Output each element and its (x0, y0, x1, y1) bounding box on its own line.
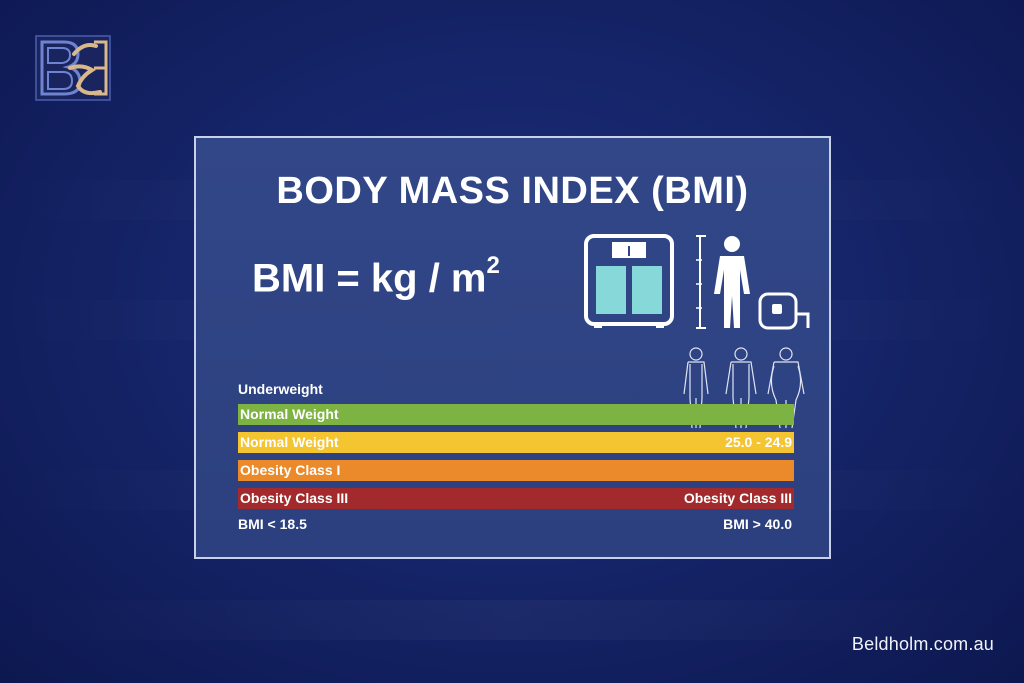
background-streak (0, 600, 1024, 640)
bmi-formula: BMI = kg / m2 (252, 252, 500, 301)
bar-label: Normal Weight (240, 406, 339, 422)
bmi-bar-normal-green: Normal Weight (238, 404, 794, 425)
bar-right-label: Obesity Class III (683, 490, 792, 506)
bar-label: Normal Weight (240, 434, 339, 450)
brand-logo (35, 35, 111, 101)
website-url[interactable]: Beldholm.com.au (851, 634, 994, 654)
human-figure-icon (714, 236, 750, 328)
bar-range-label: 25.0 - 24.9 (725, 434, 792, 450)
formula-exponent: 2 (486, 252, 500, 279)
underweight-label: Underweight (238, 381, 323, 397)
bmi-low-end: BMI < 18.5 (238, 516, 307, 532)
bmi-bar-obesity-3: Obesity Class III Obesity Class III (238, 488, 794, 509)
tape-measure-icon (758, 292, 810, 330)
height-measure-icon (696, 235, 706, 329)
bar-label: Obesity Class III (240, 490, 349, 506)
bmi-card: BODY MASS INDEX (BMI) BMI = kg / m2 (194, 136, 831, 559)
formula-base: BMI = kg / m (252, 256, 487, 301)
body-types-icon (683, 347, 805, 429)
bmi-bar-normal-yellow: Normal Weight 25.0 - 24.9 (238, 432, 794, 453)
bmi-high-end: BMI > 40.0 (723, 516, 792, 532)
bmi-bar-obesity-1: Obesity Class I (238, 460, 794, 481)
measurement-illustration (584, 234, 810, 330)
card-title: BODY MASS INDEX (BMI) (276, 170, 749, 212)
bar-label: Obesity Class I (240, 462, 341, 478)
bathroom-scale-icon (584, 234, 674, 328)
